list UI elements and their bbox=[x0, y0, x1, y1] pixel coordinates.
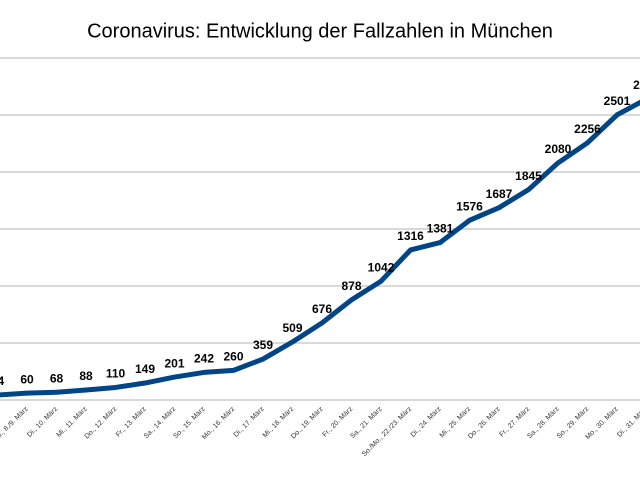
data-label: 2256 bbox=[574, 122, 601, 136]
x-tick-label: Do., 12. März bbox=[84, 405, 119, 440]
chart-title: Coronavirus: Entwicklung der Fallzahlen … bbox=[87, 20, 553, 42]
data-label: 88 bbox=[79, 369, 93, 383]
x-tick-label: Fr., 13. März bbox=[115, 405, 148, 438]
data-label: 260 bbox=[223, 350, 243, 364]
data-label: 1042 bbox=[368, 260, 395, 274]
data-label: 60 bbox=[20, 372, 34, 386]
data-label: 2080 bbox=[545, 142, 572, 156]
data-label: 44 bbox=[0, 374, 4, 388]
data-label: 359 bbox=[253, 338, 273, 352]
data-label: 2501 bbox=[604, 94, 631, 108]
data-label: 242 bbox=[194, 352, 214, 366]
data-label: 509 bbox=[282, 321, 302, 335]
data-label: 1576 bbox=[456, 200, 483, 214]
data-label: 2640 bbox=[633, 78, 640, 92]
data-label: 68 bbox=[50, 371, 64, 385]
data-label: 878 bbox=[341, 279, 361, 293]
data-label: 149 bbox=[135, 362, 155, 376]
data-label: 1316 bbox=[397, 229, 424, 243]
data-label: 1687 bbox=[486, 187, 513, 201]
data-label: 676 bbox=[312, 302, 332, 316]
data-label: 201 bbox=[164, 356, 184, 370]
x-tick-label: So./Mo., 8./9. März bbox=[0, 405, 30, 452]
data-label: 1845 bbox=[515, 169, 542, 183]
line-series bbox=[0, 99, 640, 398]
x-tick-label: Fr., 20. März bbox=[321, 405, 354, 438]
x-tick-label: So./Mo., 22./23. März bbox=[361, 405, 414, 458]
data-label: 110 bbox=[106, 367, 126, 381]
x-tick-label: Fr., 27. März bbox=[498, 405, 531, 438]
data-label: 1381 bbox=[427, 222, 454, 236]
x-tick-label: Do., 19. März bbox=[290, 405, 325, 440]
x-tick-label: Di., 31. März bbox=[616, 405, 640, 438]
x-tick-label: Do., 26. März bbox=[467, 405, 502, 440]
